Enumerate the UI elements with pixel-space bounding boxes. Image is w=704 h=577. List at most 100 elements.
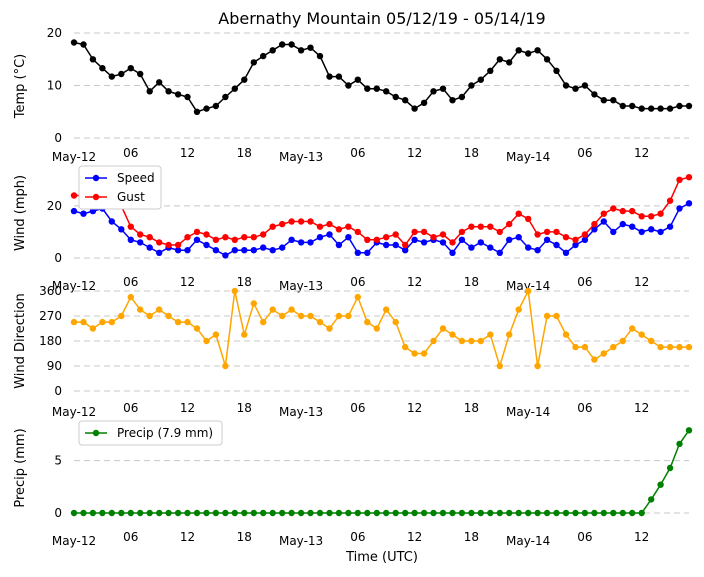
dir-data-point <box>402 343 409 351</box>
dir-data-point <box>137 306 144 313</box>
temp-data-point <box>193 108 201 116</box>
wind-data-point <box>685 174 693 181</box>
wind-data-point <box>477 239 484 246</box>
wind-data-point <box>307 218 314 225</box>
temp-xtick-label: 06 <box>123 146 138 160</box>
precip-data-point <box>193 509 201 517</box>
wind-data-point <box>666 197 674 204</box>
temp-ytick-label: 0 <box>54 131 62 145</box>
temp-data-point <box>297 47 305 54</box>
precip-data-point <box>487 509 494 517</box>
wind-xtick-label: 06 <box>123 275 138 289</box>
dir-panel: 0 90 180 270 360 May-12 06 12 18 May-13 06 12 18 May-… <box>13 284 693 419</box>
wind-data-point <box>345 223 352 230</box>
wind-legend-label: Gust <box>117 190 145 204</box>
wind-data-point <box>534 231 541 238</box>
temp-data-point <box>212 102 220 110</box>
dir-y-axis-label: Wind Direction <box>13 293 28 389</box>
temp-data-point <box>572 85 579 92</box>
temp-data-point <box>279 41 286 48</box>
dir-data-point <box>383 306 390 313</box>
precip-data-point <box>231 509 238 517</box>
precip-data-point <box>468 509 475 517</box>
precip-data-point <box>572 509 579 517</box>
temp-data-point <box>354 76 361 83</box>
wind-data-point <box>600 210 607 217</box>
temp-panel: 0 10 20 May-12 06 12 18 May-13 06 12 18 May-14 06 12 T… <box>13 26 693 164</box>
dir-data-point <box>515 306 522 313</box>
dir-data-point <box>127 293 134 301</box>
wind-ytick-label: 20 <box>47 199 62 213</box>
wind-data-point <box>392 241 399 249</box>
wind-xtick-label: May-13 <box>279 279 323 293</box>
precip-xtick-label: 06 <box>123 530 138 544</box>
precip-data-point <box>118 509 125 517</box>
wind-data-point <box>212 247 220 254</box>
temp-data-point <box>581 82 589 89</box>
wind-data-point <box>297 239 305 246</box>
temp-ytick-label: 20 <box>47 26 62 40</box>
wind-legend-marker <box>92 193 100 201</box>
temp-data-point <box>373 85 380 92</box>
temp-xtick-label: 12 <box>180 146 195 160</box>
dir-xtick-label: 06 <box>577 401 592 415</box>
dir-data-point <box>118 312 125 320</box>
wind-data-point <box>241 234 248 241</box>
temp-y-axis-label: Temp (°C) <box>13 54 28 120</box>
precip-legend-label: Precip (7.9 mm) <box>117 426 213 440</box>
precip-data-point <box>80 509 87 517</box>
precip-data-point <box>629 509 636 517</box>
dir-data-point <box>562 331 570 338</box>
wind-xtick-label: 06 <box>350 275 365 289</box>
wind-data-point <box>146 234 153 241</box>
temp-xtick-label: 06 <box>350 146 365 160</box>
wind-data-point <box>458 236 466 243</box>
precip-data-point <box>137 509 144 517</box>
wind-data-point <box>525 215 532 223</box>
temp-data-point <box>392 93 399 101</box>
wind-data-point <box>648 226 655 233</box>
wind-data-point <box>156 239 163 246</box>
wind-data-point <box>600 218 607 225</box>
wind-data-point <box>307 239 314 246</box>
dir-data-point <box>439 325 447 332</box>
precip-data-point <box>99 509 106 517</box>
wind-data-point <box>316 223 324 230</box>
wind-data-point <box>411 236 418 243</box>
dir-data-point <box>581 343 589 351</box>
wind-data-point <box>534 247 541 254</box>
dir-data-point <box>638 331 645 338</box>
temp-data-point <box>127 65 134 72</box>
dir-data-point <box>534 362 541 370</box>
wind-data-point <box>648 213 655 220</box>
wind-data-point <box>402 241 409 249</box>
dir-data-point <box>307 312 314 320</box>
dir-data-point <box>373 325 380 332</box>
wind-data-point <box>193 236 201 243</box>
temp-data-point <box>629 102 636 110</box>
temp-data-point <box>458 93 466 101</box>
wind-data-point <box>553 241 560 249</box>
precip-data-point <box>591 509 598 517</box>
precip-data-point <box>108 509 116 517</box>
wind-data-point <box>269 223 276 230</box>
precip-data-point <box>127 509 134 517</box>
precip-data-point <box>269 509 276 517</box>
wind-xtick-label: 18 <box>464 275 479 289</box>
wind-data-point <box>591 226 598 233</box>
temp-data-point <box>269 47 276 54</box>
temp-data-point <box>496 56 503 63</box>
temp-data-point <box>487 67 494 75</box>
dir-data-point <box>184 318 191 326</box>
dir-data-point <box>477 337 484 345</box>
wind-data-point <box>506 220 513 228</box>
dir-xtick-label: 12 <box>407 401 422 415</box>
temp-data-point <box>174 91 182 98</box>
wind-data-point <box>402 247 409 254</box>
temp-ytick-label: 10 <box>47 79 62 93</box>
temp-data-point <box>80 41 87 48</box>
precip-data-point <box>307 509 314 517</box>
temp-data-point <box>610 97 617 104</box>
wind-data-point <box>118 226 125 233</box>
precip-panel: 0 5 May-12 06 12 18 May-13 06 12 18 May-14 06 12 Prec… <box>13 420 693 548</box>
